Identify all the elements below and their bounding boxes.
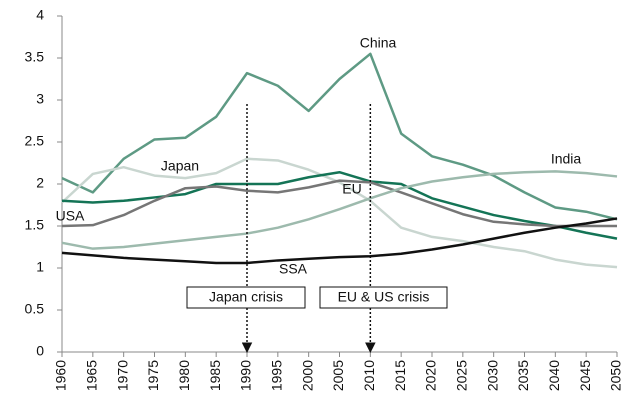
x-tick-label: 1990 (238, 360, 254, 391)
x-tick-label: 1960 (53, 360, 69, 391)
x-tick-label: 1970 (114, 360, 130, 391)
x-tick-label: 2005 (330, 360, 346, 391)
series-label: SSA (279, 261, 308, 277)
x-tick-label: 1975 (145, 360, 161, 391)
annotation-label: Japan crisis (209, 289, 283, 305)
y-tick-label: 0 (36, 343, 44, 359)
x-tick-label: 2050 (608, 360, 624, 391)
y-tick-label: 1 (36, 259, 44, 275)
y-tick-label: 2.5 (25, 133, 45, 149)
y-tick-label: 3 (36, 91, 44, 107)
x-tick-label: 2040 (546, 360, 562, 391)
series-label: China (360, 35, 397, 51)
series-label: Japan (161, 158, 199, 174)
x-tick-label: 2030 (484, 360, 500, 391)
x-tick-label: 1980 (176, 360, 192, 391)
series-line (61, 157, 618, 269)
series-line (61, 179, 617, 228)
series-label: EU (342, 181, 361, 197)
x-tick-label: 2020 (423, 360, 439, 391)
x-tick-label: 2045 (577, 360, 593, 391)
annotation-label: EU & US crisis (338, 289, 430, 305)
series-line (61, 170, 618, 250)
x-tick-label: 1965 (84, 360, 100, 391)
y-tick-label: 3.5 (25, 49, 45, 65)
x-tick-label: 2010 (361, 360, 377, 391)
y-tick-label: 4 (36, 7, 44, 23)
y-tick-label: 0.5 (25, 301, 45, 317)
y-tick-label: 2 (36, 175, 44, 191)
series-line (61, 170, 618, 240)
annotation-box (319, 286, 448, 309)
series-label: India (551, 151, 582, 167)
x-tick-label: 2000 (299, 360, 315, 391)
x-tick-label: 1985 (207, 360, 223, 391)
x-tick-label: 2025 (454, 360, 470, 391)
x-tick-label: 1995 (269, 360, 285, 391)
x-tick-label: 2035 (515, 360, 531, 391)
series-line (61, 52, 618, 221)
series-line (61, 217, 618, 265)
series-label: USA (56, 208, 85, 224)
annotation-box (186, 286, 306, 309)
y-tick-label: 1.5 (25, 217, 45, 233)
x-tick-label: 2015 (392, 360, 408, 391)
